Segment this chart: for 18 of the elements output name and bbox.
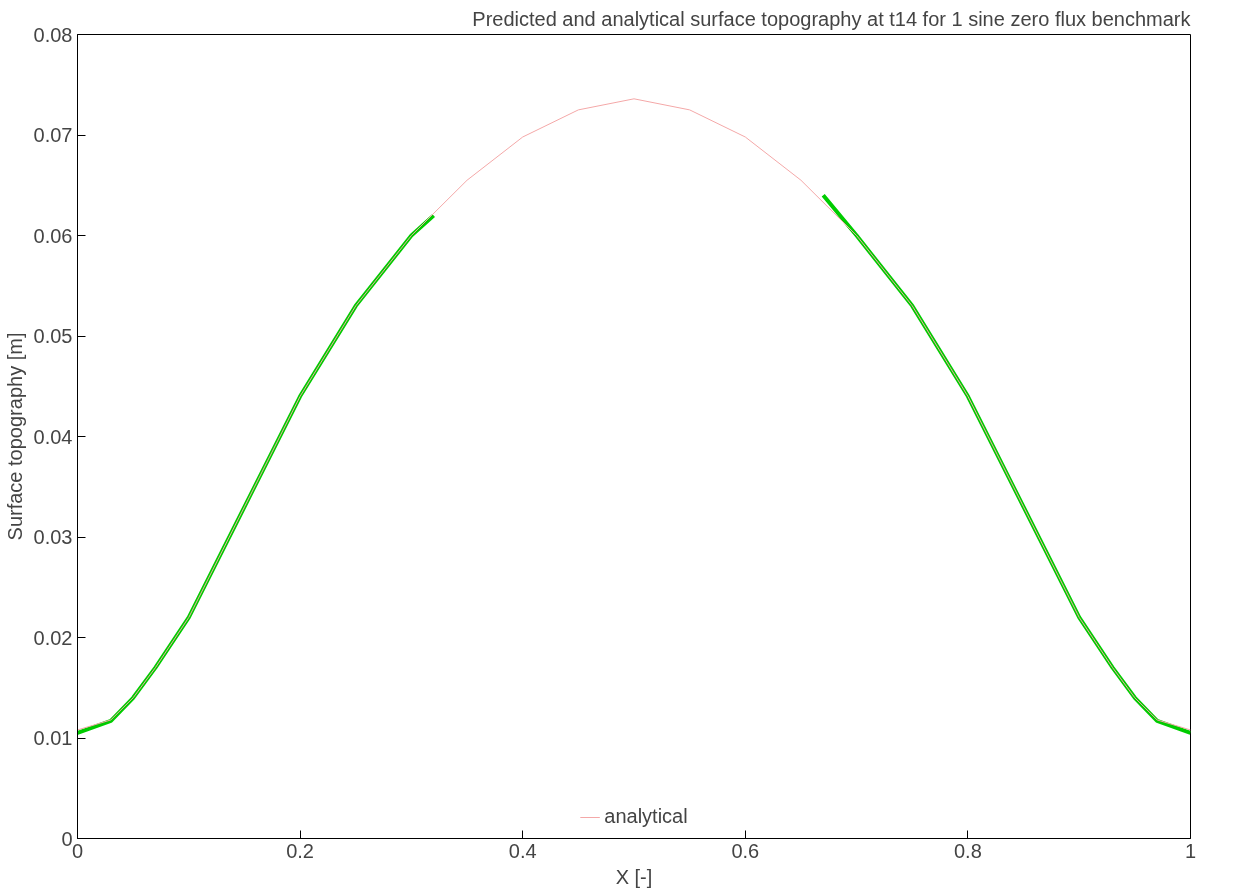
x-tick-label: 0.8: [954, 839, 982, 862]
line-series: [77, 98, 1191, 731]
y-axis-title: Surface topography [m]: [3, 332, 26, 541]
x-tick-label: 0.6: [731, 839, 760, 862]
y-tick-label: 0.03: [33, 526, 73, 548]
y-tick-label: 0.07: [33, 124, 73, 146]
chart-title: Predicted and analytical surface topography at t14 for 1 sine zero flux benchmark: [472, 7, 1192, 30]
legend-label: analytical: [604, 805, 688, 828]
y-tick-label: 0.04: [33, 425, 73, 448]
y-tick-label: 0.08: [33, 23, 73, 46]
y-tick-label: 0.01: [33, 727, 73, 749]
y-tick-label: 0.05: [33, 325, 73, 347]
x-tick-label: 0.4: [508, 839, 537, 862]
x-axis-title: X [-]: [615, 865, 653, 888]
y-tick-label: 0.06: [33, 224, 73, 247]
y-tick-label: 0.02: [33, 626, 73, 649]
x-tick-label: 1: [1184, 839, 1197, 862]
x-tick-label: 0.2: [286, 839, 315, 862]
